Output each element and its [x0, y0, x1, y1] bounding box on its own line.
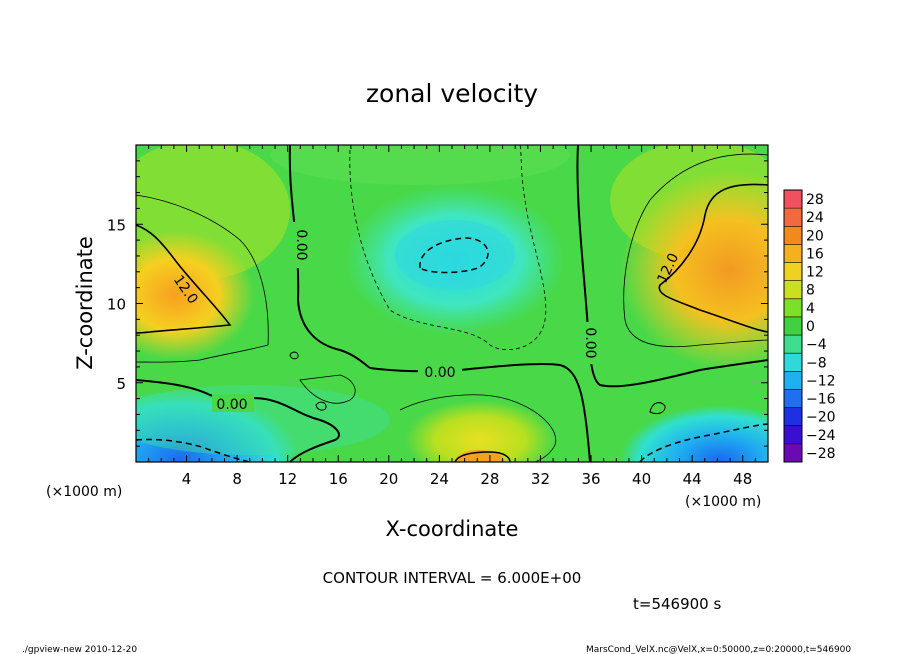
colorbar-label: 8: [806, 283, 815, 299]
colorbar-label: −12: [806, 373, 836, 389]
contour-label: 0.00: [216, 397, 247, 413]
x-tick-label: 36: [581, 470, 600, 488]
colorbar-cell: [784, 407, 802, 427]
contour-label: 0.00: [582, 327, 598, 358]
y-axis: 5 10 15: [107, 160, 768, 447]
colorbar-cell: [784, 208, 802, 227]
contour-label: 0.00: [424, 365, 455, 381]
colorbar-cell: [784, 262, 802, 282]
colorbar-label: 4: [806, 301, 815, 317]
colorbar-label: −4: [806, 337, 827, 353]
colorbar-cell: [784, 443, 802, 463]
x-axis-unit-right: (×1000 m): [685, 494, 761, 510]
colorbar-label: −24: [806, 428, 836, 444]
colorbar-label: 12: [806, 265, 824, 281]
heatmap-field: [136, 145, 768, 462]
colorbar-cell: [784, 371, 802, 390]
colorbar-cell: [784, 280, 802, 300]
x-tick-label: 44: [683, 470, 702, 488]
colorbar: 28 24 20 16 12 8 4 0 −4 −8 −12 −16 −20 −24 −28: [783, 189, 836, 463]
footer-left: ./gpview-new 2010-12-20: [22, 645, 137, 654]
colorbar-label: 16: [806, 246, 824, 262]
y-tick-label: 5: [116, 375, 126, 393]
y-tick-label: 15: [107, 216, 126, 234]
x-tick-label: 28: [480, 470, 499, 488]
contour-label: 0.00: [293, 229, 309, 260]
x-tick-label: 40: [632, 470, 651, 488]
colorbar-cell: [784, 425, 802, 445]
colorbar-cell: [784, 389, 802, 409]
colorbar-cell: [784, 316, 802, 336]
x-axis-unit-left: (×1000 m): [46, 484, 122, 500]
colorbar-cell: [784, 190, 802, 209]
x-tick-label: 48: [733, 470, 752, 488]
colorbar-label: −16: [806, 392, 836, 408]
colorbar-cell: [784, 335, 802, 354]
x-tick-label: 8: [232, 470, 242, 488]
x-axis-label: X-coordinate: [386, 517, 519, 541]
colorbar-label: 0: [806, 319, 815, 335]
footer-right: MarsCond_VelX.nc@VelX,x=0:50000,z=0:2000…: [586, 645, 851, 654]
x-tick-label: 12: [278, 470, 297, 488]
time-label: t=546900 s: [633, 595, 721, 613]
colorbar-cell: [784, 353, 802, 372]
chart-title: zonal velocity: [366, 79, 538, 108]
colorbar-label: 28: [806, 192, 824, 208]
colorbar-label: 20: [806, 228, 824, 244]
x-tick-label: 16: [329, 470, 348, 488]
contour-interval: CONTOUR INTERVAL = 6.000E+00: [323, 569, 582, 587]
y-tick-label: 10: [107, 296, 126, 314]
y-axis-label: Z-coordinate: [73, 236, 97, 370]
colorbar-cell: [784, 298, 802, 318]
colorbar-label: −8: [806, 355, 827, 371]
x-tick-label: 24: [430, 470, 449, 488]
x-tick-label: 4: [182, 470, 192, 488]
colorbar-label: −28: [806, 446, 836, 462]
colorbar-label: −20: [806, 410, 836, 426]
x-tick-label: 32: [531, 470, 550, 488]
x-axis: 4 8 12 16 20 24 28 32 36 40 44 48: [148, 145, 756, 488]
colorbar-cell: [784, 226, 802, 245]
colorbar-label: 24: [806, 210, 824, 226]
colorbar-cell: [784, 244, 802, 264]
x-tick-label: 20: [379, 470, 398, 488]
